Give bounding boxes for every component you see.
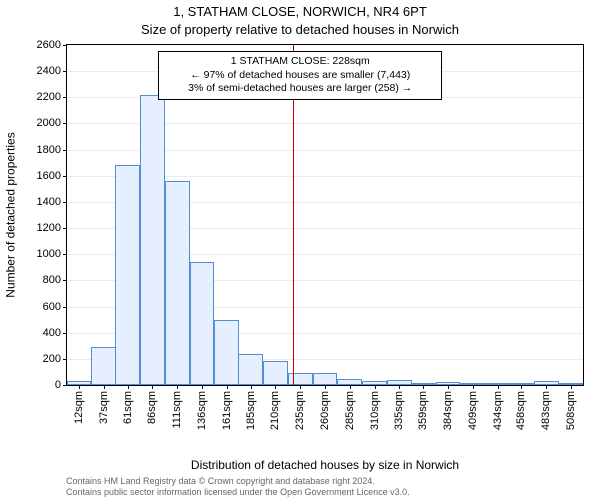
y-tick-label: 1400 bbox=[37, 196, 67, 208]
x-tick-mark bbox=[521, 385, 522, 389]
x-tick-label: 210sqm bbox=[269, 391, 281, 430]
chart-container: 1, STATHAM CLOSE, NORWICH, NR4 6PT Size … bbox=[0, 0, 600, 500]
x-tick-label: 384sqm bbox=[442, 391, 454, 430]
histogram-bar bbox=[214, 320, 239, 385]
x-tick-mark bbox=[152, 385, 153, 389]
x-tick-mark bbox=[399, 385, 400, 389]
x-tick-mark bbox=[300, 385, 301, 389]
y-tick-label: 1800 bbox=[37, 144, 67, 156]
y-tick-label: 2400 bbox=[37, 65, 67, 77]
histogram-bar bbox=[436, 382, 461, 385]
y-tick-label: 2600 bbox=[37, 39, 67, 51]
histogram-bar bbox=[190, 262, 215, 385]
x-tick-mark bbox=[350, 385, 351, 389]
histogram-bar bbox=[559, 383, 584, 385]
x-tick-label: 335sqm bbox=[393, 391, 405, 430]
x-tick-mark bbox=[498, 385, 499, 389]
title-line-2: Size of property relative to detached ho… bbox=[0, 22, 600, 37]
histogram-bar bbox=[165, 181, 190, 385]
histogram-bar bbox=[337, 379, 362, 385]
histogram-bar bbox=[238, 354, 263, 385]
x-tick-label: 61sqm bbox=[122, 391, 134, 424]
y-axis-label-text: Number of detached properties bbox=[4, 132, 18, 297]
x-axis-label: Distribution of detached houses by size … bbox=[66, 458, 584, 472]
y-tick-label: 0 bbox=[55, 379, 67, 391]
x-tick-mark bbox=[79, 385, 80, 389]
x-tick-label: 483sqm bbox=[540, 391, 552, 430]
x-tick-mark bbox=[473, 385, 474, 389]
annotation-line-3: 3% of semi-detached houses are larger (2… bbox=[165, 82, 435, 96]
credits-line-2: Contains public sector information licen… bbox=[66, 487, 584, 498]
histogram-bar bbox=[411, 383, 436, 385]
plot-area: 0200400600800100012001400160018002000220… bbox=[66, 44, 584, 386]
x-tick-label: 12sqm bbox=[73, 391, 85, 424]
y-tick-label: 600 bbox=[43, 301, 67, 313]
x-tick-mark bbox=[202, 385, 203, 389]
y-tick-label: 800 bbox=[43, 274, 67, 286]
annotation-line-2: ← 97% of detached houses are smaller (7,… bbox=[165, 69, 435, 83]
y-tick-label: 200 bbox=[43, 353, 67, 365]
x-tick-mark bbox=[177, 385, 178, 389]
y-tick-label: 1600 bbox=[37, 170, 67, 182]
annotation-box: 1 STATHAM CLOSE: 228sqm← 97% of detached… bbox=[158, 51, 442, 100]
x-tick-mark bbox=[325, 385, 326, 389]
y-tick-label: 2200 bbox=[37, 91, 67, 103]
histogram-bar bbox=[288, 373, 313, 385]
x-tick-label: 86sqm bbox=[146, 391, 158, 424]
x-tick-mark bbox=[251, 385, 252, 389]
x-tick-mark bbox=[571, 385, 572, 389]
credits-line-1: Contains HM Land Registry data © Crown c… bbox=[66, 476, 584, 487]
x-tick-label: 111sqm bbox=[171, 391, 183, 429]
x-tick-mark bbox=[375, 385, 376, 389]
x-tick-label: 136sqm bbox=[196, 391, 208, 430]
x-tick-label: 37sqm bbox=[98, 391, 110, 424]
x-tick-label: 458sqm bbox=[515, 391, 527, 430]
credits: Contains HM Land Registry data © Crown c… bbox=[66, 476, 584, 498]
x-tick-mark bbox=[423, 385, 424, 389]
x-tick-label: 409sqm bbox=[467, 391, 479, 430]
x-tick-label: 235sqm bbox=[294, 391, 306, 430]
histogram-bar bbox=[91, 347, 116, 385]
x-tick-label: 508sqm bbox=[565, 391, 577, 430]
histogram-bar bbox=[387, 380, 412, 385]
annotation-line-1: 1 STATHAM CLOSE: 228sqm bbox=[165, 55, 435, 69]
x-tick-mark bbox=[448, 385, 449, 389]
histogram-bar bbox=[115, 165, 140, 385]
histogram-bar bbox=[485, 383, 510, 385]
histogram-bar bbox=[140, 95, 165, 385]
histogram-bar bbox=[460, 383, 485, 385]
histogram-bar bbox=[263, 361, 288, 385]
y-tick-label: 2000 bbox=[37, 117, 67, 129]
histogram-bar bbox=[534, 381, 559, 385]
histogram-bar bbox=[509, 383, 534, 385]
y-tick-label: 400 bbox=[43, 327, 67, 339]
x-tick-label: 260sqm bbox=[319, 391, 331, 430]
y-tick-label: 1200 bbox=[37, 222, 67, 234]
x-tick-label: 185sqm bbox=[245, 391, 257, 430]
histogram-bar bbox=[313, 373, 338, 385]
x-tick-mark bbox=[227, 385, 228, 389]
x-tick-mark bbox=[128, 385, 129, 389]
x-tick-label: 161sqm bbox=[221, 391, 233, 430]
x-tick-mark bbox=[104, 385, 105, 389]
x-tick-label: 434sqm bbox=[492, 391, 504, 430]
x-tick-mark bbox=[546, 385, 547, 389]
x-tick-label: 359sqm bbox=[417, 391, 429, 430]
x-tick-label: 285sqm bbox=[344, 391, 356, 430]
x-tick-mark bbox=[275, 385, 276, 389]
title-line-1: 1, STATHAM CLOSE, NORWICH, NR4 6PT bbox=[0, 4, 600, 19]
histogram-bar bbox=[67, 381, 92, 385]
x-tick-label: 310sqm bbox=[369, 391, 381, 430]
y-tick-label: 1000 bbox=[37, 248, 67, 260]
y-axis-label: Number of detached properties bbox=[2, 44, 20, 386]
histogram-bar bbox=[362, 381, 387, 385]
